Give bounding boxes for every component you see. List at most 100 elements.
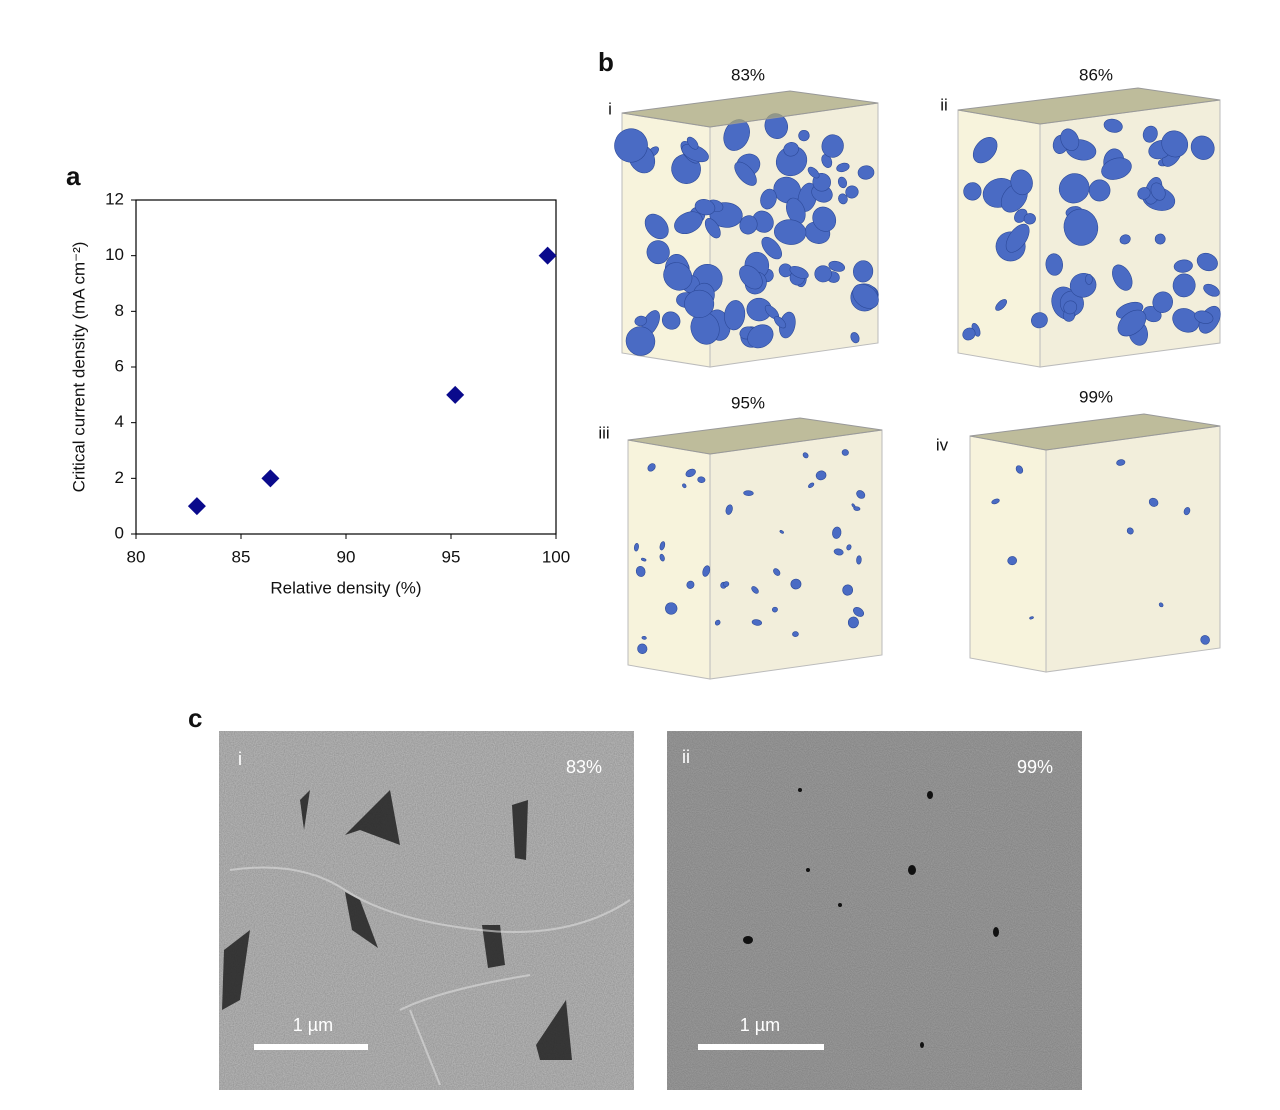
pore [1029,616,1034,620]
pore [802,452,809,459]
pore [1031,312,1048,329]
volume-face [709,429,883,680]
data-point [187,497,206,516]
pore [1101,157,1132,180]
volume-label: iv [936,435,949,454]
pore [1173,259,1193,273]
pore [1060,128,1080,151]
pore [771,606,778,613]
pore [734,161,757,186]
pore [641,557,647,562]
pore [634,315,648,327]
pore [812,206,837,232]
pore [634,542,639,552]
pore [663,262,693,291]
pore [724,300,746,331]
volume-top [957,87,1221,125]
pore [963,182,982,201]
pore [1015,465,1024,474]
volume: i 83% [608,65,879,368]
grain-edges [229,866,631,1086]
pore [790,578,802,590]
pore [751,586,759,594]
scale-label: 1 µm [293,1015,333,1035]
y-tick-label: 0 [115,523,124,542]
pore [798,129,810,142]
pore [637,643,648,654]
plot-frame [135,199,557,535]
pore [789,265,809,279]
pore [856,490,866,499]
pore [821,154,833,168]
pore [857,165,875,180]
volume-label: i [608,99,612,118]
pore [856,555,862,565]
pore [659,541,666,551]
pore [850,332,860,344]
pore [614,128,648,163]
volume-face [627,439,711,680]
pore [1137,187,1151,200]
pore [694,199,716,216]
pore [1172,308,1200,333]
image-label: i [238,749,242,769]
pore [1010,169,1033,196]
scale-bar [698,1044,824,1050]
pore [1203,283,1220,297]
pore [832,526,842,539]
sem-texture [219,731,634,1090]
pore [1045,253,1063,276]
pore [704,218,721,239]
y-tick-label: 12 [105,189,124,208]
pore [682,483,687,489]
pore [1190,135,1215,160]
pore [1196,252,1218,272]
density-label: 83% [731,65,765,84]
pore [1103,118,1123,133]
pore [625,326,656,356]
pore [847,616,859,629]
pore [773,316,787,329]
pore [1154,233,1166,245]
density-label: 83% [566,757,602,777]
volume-top [621,90,879,128]
pore [1116,459,1126,466]
sem-image: 1 µm i 83% [219,731,634,1090]
pore [1148,497,1159,507]
pore [760,188,777,210]
scale-label: 1 µm [740,1015,780,1035]
pore [751,619,763,626]
pore [725,504,733,515]
pore [779,530,784,534]
volume-face [1045,425,1221,673]
pore [686,580,695,589]
pore [684,289,715,318]
y-axis-label: Critical current density (mA cm⁻²) [69,242,88,493]
pore [1126,527,1134,535]
pore [1063,300,1078,315]
pore [1119,234,1131,245]
y-tick-label: 8 [115,301,124,320]
pore [821,134,844,158]
pore [837,176,848,189]
pore [773,568,781,576]
pore [853,506,861,511]
pore [761,236,782,260]
pore [991,498,1000,505]
pore [674,211,703,235]
scatter-chart: 80 85 90 95 100 0 2 4 6 8 10 12 [105,189,570,566]
pore [686,136,699,150]
pore [747,324,774,349]
x-tick-label: 90 [337,547,356,566]
pore [1085,273,1093,285]
panel-label: c [188,703,202,733]
pore [1172,273,1196,298]
pore [1183,507,1191,516]
pore [833,548,844,556]
volume-face [969,435,1047,673]
pore [841,449,849,456]
x-axis-label: Relative density (%) [270,578,421,597]
pore [1142,125,1158,143]
data-point [446,385,465,404]
